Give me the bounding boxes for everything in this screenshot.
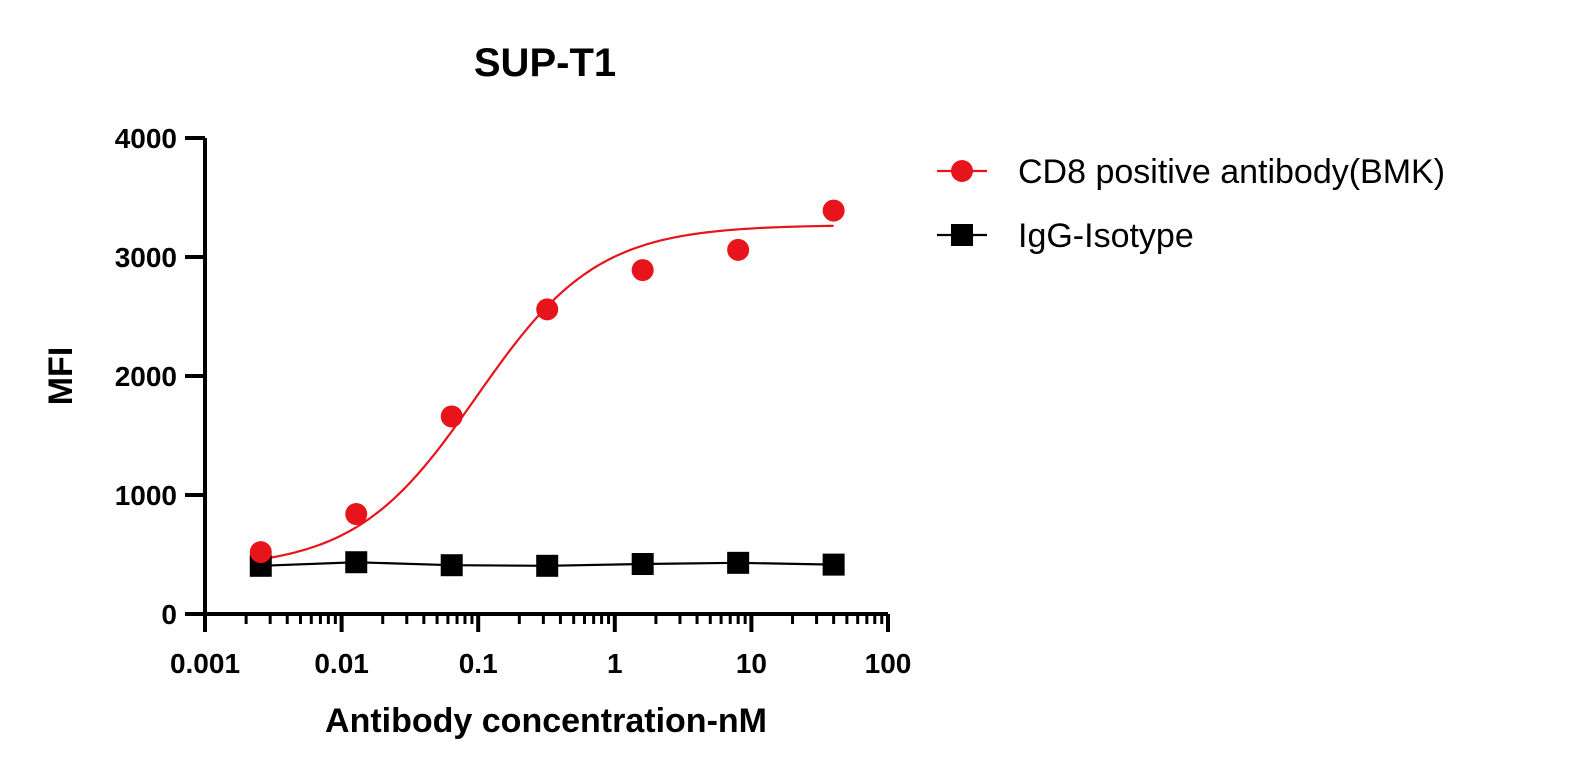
legend-marker-1 (951, 224, 973, 246)
isotype-point-5 (727, 551, 750, 574)
y-tick-label-4: 4000 (115, 123, 177, 154)
cd8-point-5 (727, 238, 750, 261)
isotype-point-4 (631, 553, 654, 576)
y-tick-label-3: 3000 (115, 242, 177, 273)
chart-title: SUP-T1 (474, 41, 616, 85)
x-tick-label-0: 0.001 (170, 648, 240, 679)
x-tick-label-3: 1 (607, 648, 623, 679)
cd8-point-1 (345, 503, 368, 526)
y-tick-label-1: 1000 (115, 480, 177, 511)
isotype-point-2 (440, 554, 463, 577)
isotype-point-1 (345, 551, 368, 574)
isotype-point-3 (536, 554, 559, 577)
x-tick-label-2: 0.1 (459, 648, 498, 679)
legend-label-1: IgG-Isotype (1018, 217, 1194, 255)
x-tick-label-5: 100 (865, 648, 912, 679)
x-tick-label-1: 0.01 (314, 648, 369, 679)
y-tick-label-2: 2000 (115, 361, 177, 392)
x-axis-label: Antibody concentration-nM (325, 702, 767, 740)
cd8-point-0 (249, 541, 272, 564)
x-tick-label-4: 10 (736, 648, 767, 679)
y-axis-label: MFI (42, 347, 80, 406)
isotype-point-6 (822, 553, 845, 576)
cd8-point-3 (536, 298, 559, 321)
legend-marker-0 (951, 160, 973, 182)
y-tick-label-0: 0 (161, 599, 177, 630)
legend: CD8 positive antibody(BMK) IgG-Isotype (937, 153, 1445, 255)
cd8-point-4 (631, 259, 654, 282)
legend-label-0: CD8 positive antibody(BMK) (1018, 153, 1445, 191)
cd8-point-6 (822, 199, 845, 222)
plot-series (249, 199, 845, 577)
cd8-point-2 (440, 405, 463, 428)
